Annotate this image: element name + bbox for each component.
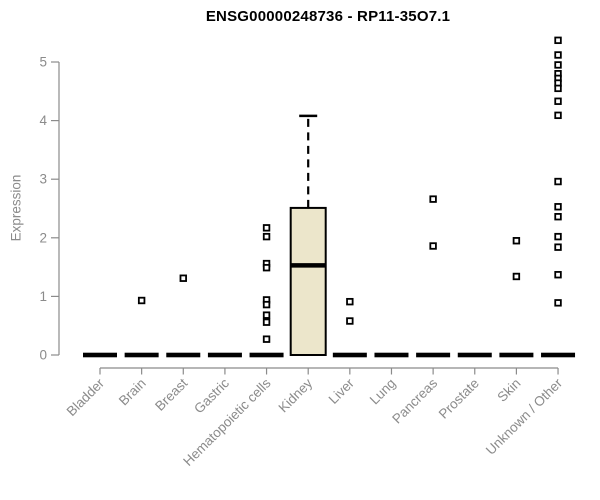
outlier-point-unknown-other (554, 51, 562, 59)
outlier-point-brain (137, 296, 146, 305)
y-tick-label: 5 (39, 55, 47, 70)
outlier-point-unknown-other (554, 243, 562, 251)
outlier-point-liver (346, 297, 354, 306)
outlier-point-unknown-other (554, 213, 562, 221)
y-tick-label: 1 (39, 289, 47, 304)
collapsed-box-pancreas (416, 352, 451, 358)
outlier-point-hematopoietic-cells (262, 232, 271, 241)
outlier-point-skin (512, 237, 521, 245)
outlier-point-hematopoietic-cells (262, 300, 271, 309)
x-tick-label-prostate: Prostate (436, 376, 482, 422)
outlier-point-unknown-other (554, 299, 562, 307)
x-tick-label-bladder: Bladder (64, 375, 108, 419)
collapsed-box-brain (124, 352, 159, 358)
x-tick-label-brain: Brain (116, 376, 149, 409)
collapsed-box-hematopoietic-cells (249, 352, 284, 358)
outlier-point-breast (179, 274, 187, 282)
outlier-point-liver (346, 317, 354, 325)
y-tick-label: 3 (39, 172, 47, 187)
chart-title: ENSG00000248736 - RP11-35O7.1 (205, 8, 451, 25)
outlier-point-hematopoietic-cells (262, 335, 271, 343)
x-tick-label-liver: Liver (326, 375, 358, 407)
y-tick-label: 2 (39, 230, 47, 245)
x-tick-label-skin: Skin (494, 376, 523, 405)
box-kidney (289, 206, 327, 356)
outlier-point-unknown-other (554, 84, 562, 93)
collapsed-box-breast (166, 352, 201, 358)
outlier-point-hematopoietic-cells (262, 311, 271, 319)
x-tick-label-lung: Lung (367, 376, 399, 408)
x-tick-label-breast: Breast (152, 375, 190, 413)
outlier-point-pancreas (429, 195, 437, 203)
x-tick-label-kidney: Kidney (276, 375, 316, 415)
x-tick-label-unknown-other: Unknown / Other (483, 375, 566, 458)
y-tick-label: 0 (39, 348, 47, 363)
outlier-point-unknown-other (554, 97, 562, 105)
outlier-point-unknown-other (554, 177, 562, 186)
outlier-point-pancreas (429, 242, 437, 250)
collapsed-box-liver (332, 352, 367, 358)
outlier-point-unknown-other (554, 36, 562, 45)
y-tick-label: 4 (39, 113, 47, 128)
collapsed-box-gastric (207, 352, 242, 358)
x-tick-label-gastric: Gastric (191, 375, 232, 416)
outlier-point-unknown-other (554, 111, 562, 120)
collapsed-box-prostate (457, 352, 492, 358)
outlier-point-unknown-other (554, 203, 562, 211)
collapsed-box-bladder (83, 352, 117, 358)
outlier-point-unknown-other (554, 232, 562, 241)
outlier-point-hematopoietic-cells (262, 224, 271, 232)
outlier-point-hematopoietic-cells (262, 318, 271, 326)
outlier-point-skin (512, 272, 521, 281)
collapsed-box-lung (374, 352, 409, 358)
outlier-point-hematopoietic-cells (262, 263, 271, 272)
outlier-point-unknown-other (554, 271, 562, 279)
outlier-point-unknown-other (554, 61, 562, 69)
collapsed-box-unknown-other (541, 352, 576, 358)
x-tick-label-pancreas: Pancreas (389, 375, 440, 426)
collapsed-box-skin (499, 352, 534, 358)
